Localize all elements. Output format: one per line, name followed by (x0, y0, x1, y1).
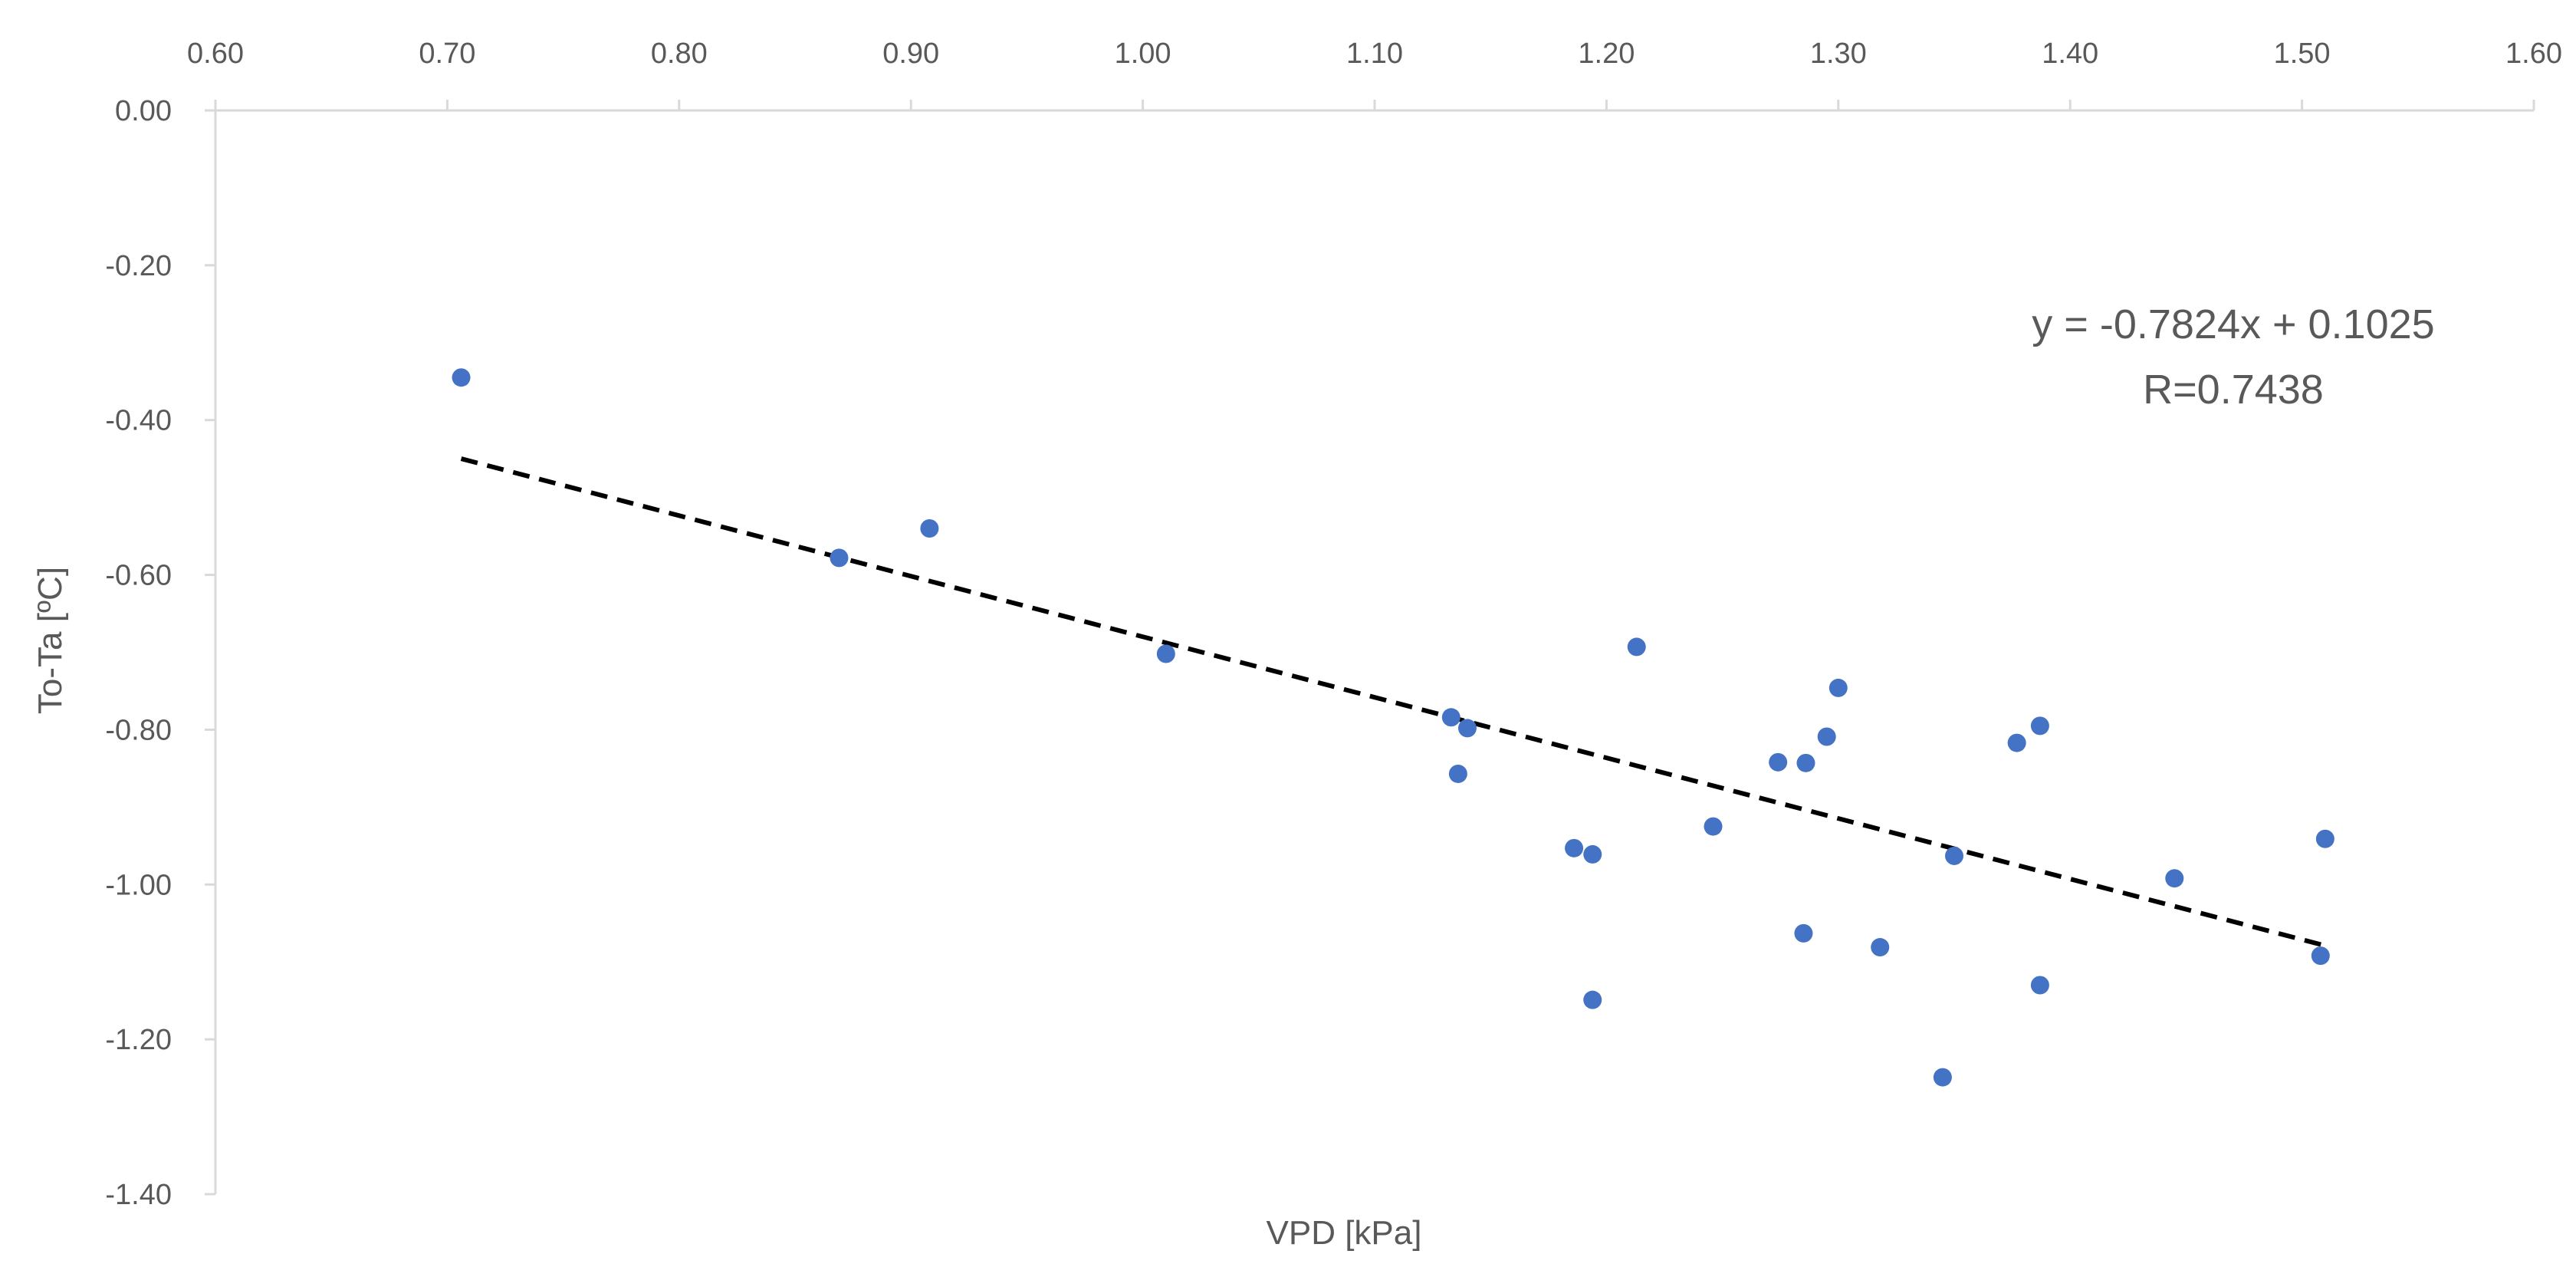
data-point (1933, 1068, 1952, 1087)
y-tick-label: -0.80 (105, 714, 172, 746)
y-tick-label: -0.20 (105, 250, 172, 282)
y-axis-title: To-Ta [ºC] (31, 567, 69, 714)
y-tick-label: -0.40 (105, 405, 172, 437)
data-point (2030, 716, 2049, 736)
data-point (1457, 719, 1477, 738)
data-point (920, 519, 939, 538)
x-tick-label: 1.40 (2042, 38, 2098, 70)
trendline-equation: y = -0.7824x + 0.1025 (2032, 301, 2434, 347)
data-point (1829, 678, 1848, 697)
x-tick-label: 0.80 (651, 38, 708, 70)
x-tick-label: 0.90 (882, 38, 939, 70)
r-value-label: R=0.7438 (2143, 367, 2324, 413)
axes-layer: 0.60 0.70 0.80 0.90 1.00 1.10 1.20 1.30 1.40 1.50… (105, 38, 2562, 1211)
data-point (2311, 946, 2330, 966)
data-point (1565, 838, 1584, 857)
data-point (1704, 817, 1723, 836)
x-tick-label: 0.70 (419, 38, 475, 70)
data-point (1945, 846, 1963, 865)
x-tick-label: 1.30 (1810, 38, 1867, 70)
data-point (1769, 752, 1788, 772)
y-tick-label: -0.60 (105, 560, 172, 592)
y-tick-label: -1.40 (105, 1179, 172, 1211)
y-tick-label: -1.20 (105, 1024, 172, 1056)
x-tick-label: 1.00 (1115, 38, 1171, 70)
trendline (460, 456, 2326, 948)
x-tick-label: 1.10 (1346, 38, 1403, 70)
x-axis-title: VPD [kPa] (1267, 1214, 1422, 1252)
data-point (2007, 733, 2026, 752)
data-point (2030, 976, 2049, 995)
data-point (452, 368, 471, 387)
data-point (1817, 727, 1836, 746)
x-tick-label: 1.20 (1578, 38, 1635, 70)
data-point (1441, 708, 1460, 727)
data-point (1627, 637, 1646, 657)
data-point (830, 548, 849, 568)
data-point (1871, 938, 1890, 957)
data-point (1796, 753, 1815, 772)
data-point (1583, 990, 1602, 1009)
y-tick-label: 0.00 (115, 95, 172, 127)
data-point (1583, 844, 1602, 864)
data-point (1794, 923, 1813, 943)
data-point (1156, 644, 1175, 663)
data-point (2165, 869, 2184, 888)
y-tick-label: -1.00 (105, 869, 172, 901)
trendline-layer (460, 456, 2326, 948)
data-point (2315, 829, 2334, 848)
points-layer (452, 368, 2334, 1087)
data-point (1448, 764, 1467, 783)
x-tick-label: 0.60 (187, 38, 244, 70)
x-tick-label: 1.60 (2505, 38, 2562, 70)
x-tick-label: 1.50 (2274, 38, 2331, 70)
